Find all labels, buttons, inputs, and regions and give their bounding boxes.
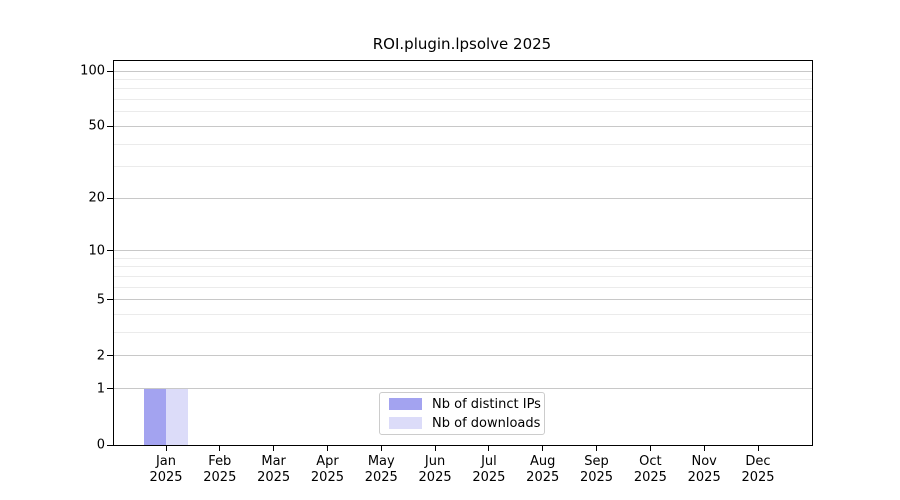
minor-gridline: [114, 88, 812, 90]
x-axis-tick: [434, 445, 436, 451]
month-label: Oct: [639, 454, 662, 469]
y-axis-tick: [107, 444, 113, 446]
legend-label-distinct-ips: Nb of distinct IPs: [432, 396, 541, 412]
x-axis-tick: [703, 445, 705, 451]
year-label: 2025: [149, 470, 183, 485]
x-tick-label: Jul 2025: [457, 454, 521, 486]
year-label: 2025: [687, 470, 721, 485]
month-label: Jul: [481, 454, 497, 469]
minor-gridline: [114, 257, 812, 259]
minor-gridline: [114, 332, 812, 334]
x-tick-label: Aug 2025: [511, 454, 575, 486]
major-gridline: [114, 197, 812, 199]
major-gridline: [114, 250, 812, 252]
y-axis-tick: [107, 355, 113, 357]
year-label: 2025: [257, 470, 291, 485]
legend-item-downloads: Nb of downloads: [380, 416, 544, 431]
x-axis-tick: [757, 445, 759, 451]
x-tick-label: Mar 2025: [242, 454, 306, 486]
year-label: 2025: [364, 470, 398, 485]
month-label: Jan: [155, 454, 177, 469]
y-tick-label: 1: [96, 381, 105, 397]
month-label: Mar: [261, 454, 286, 469]
x-tick-label: Jun 2025: [403, 454, 467, 486]
y-tick-label: 2: [96, 348, 105, 364]
x-axis-tick: [219, 445, 221, 451]
month-label: Dec: [745, 454, 771, 469]
y-tick-label: 20: [88, 190, 105, 206]
bar-nb-of-distinct-ips: [144, 388, 166, 445]
chart-title: ROI.plugin.lpsolve 2025: [372, 35, 552, 53]
minor-gridline: [114, 275, 812, 277]
y-axis-tick: [107, 70, 113, 72]
month-label: May: [367, 454, 395, 469]
x-axis-tick: [488, 445, 490, 451]
year-label: 2025: [741, 470, 775, 485]
y-tick-label: 10: [88, 243, 105, 259]
x-axis-tick: [649, 445, 651, 451]
x-axis-tick: [596, 445, 598, 451]
x-axis-tick: [165, 445, 167, 451]
x-axis-tick: [273, 445, 275, 451]
minor-gridline: [114, 314, 812, 316]
year-label: 2025: [310, 470, 344, 485]
month-label: Nov: [691, 454, 717, 469]
month-label: Apr: [316, 454, 339, 469]
x-tick-label: Sep 2025: [565, 454, 629, 486]
y-axis-tick: [107, 250, 113, 252]
major-gridline: [114, 299, 812, 301]
x-tick-label: Jan 2025: [134, 454, 198, 486]
year-label: 2025: [418, 470, 452, 485]
legend: Nb of distinct IPs Nb of downloads: [379, 392, 545, 435]
legend-item-distinct-ips: Nb of distinct IPs: [380, 397, 544, 412]
legend-swatch-downloads: [389, 417, 422, 429]
minor-gridline: [114, 99, 812, 101]
y-axis-tick: [107, 197, 113, 199]
year-label: 2025: [472, 470, 506, 485]
year-label: 2025: [526, 470, 560, 485]
x-tick-label: Apr 2025: [295, 454, 359, 486]
year-label: 2025: [579, 470, 614, 485]
y-axis-tick: [107, 125, 113, 127]
x-axis-tick: [542, 445, 544, 451]
x-tick-label: May 2025: [349, 454, 413, 486]
minor-gridline: [114, 166, 812, 168]
y-axis-tick: [107, 388, 113, 390]
x-axis-tick: [326, 445, 328, 451]
major-gridline: [114, 125, 812, 127]
legend-swatch-distinct-ips: [389, 398, 422, 410]
y-tick-label: 0: [96, 437, 105, 453]
month-label: Feb: [208, 454, 232, 469]
major-gridline: [114, 70, 812, 72]
plot-area: Dec 2025 Nov 2025 Oct 2025 Sep 2025 Aug 2025 Jul 20…: [80, 60, 813, 485]
month-label: Aug: [530, 454, 556, 469]
legend-label-downloads: Nb of downloads: [432, 415, 541, 431]
minor-gridline: [114, 78, 812, 80]
y-tick-label: 5: [96, 292, 105, 308]
year-label: 2025: [633, 470, 667, 485]
minor-gridline: [114, 286, 812, 288]
month-label: Sep: [584, 454, 609, 469]
major-gridline: [114, 388, 812, 390]
major-gridline: [114, 355, 812, 357]
x-tick-label: Nov 2025: [672, 454, 736, 486]
x-axis-tick: [380, 445, 382, 451]
minor-gridline: [114, 266, 812, 268]
x-tick-label: Oct 2025: [618, 454, 682, 486]
y-axis-tick: [107, 299, 113, 301]
minor-gridline: [114, 111, 812, 113]
minor-gridline: [114, 143, 812, 145]
bar-nb-of-downloads: [166, 388, 188, 445]
x-tick-label: Feb 2025: [188, 454, 252, 486]
month-label: Jun: [424, 454, 446, 469]
x-tick-label: Dec 2025: [726, 454, 790, 486]
y-tick-label: 50: [88, 118, 105, 134]
year-label: 2025: [203, 470, 237, 485]
y-tick-label: 100: [80, 63, 105, 79]
